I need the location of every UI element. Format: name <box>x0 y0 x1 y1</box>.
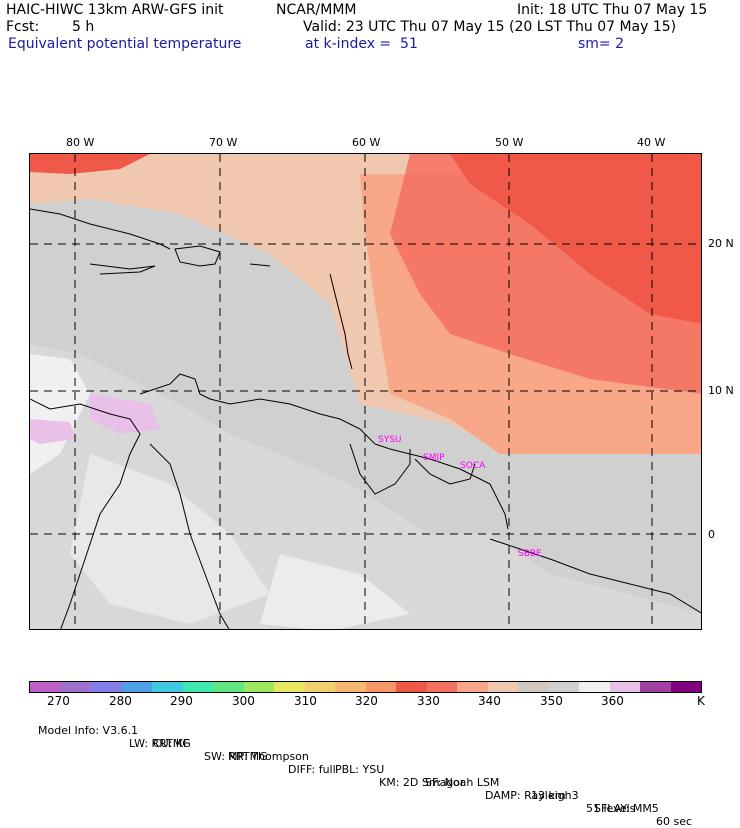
colorbar-label-270: 270 <box>47 694 70 708</box>
colorbar-label-310: 310 <box>294 694 317 708</box>
fcst-value: 5 h <box>72 19 95 35</box>
timestep: 60 sec <box>656 815 693 828</box>
org-label: NCAR/MMM <box>276 2 357 18</box>
colorbar-label-290: 290 <box>170 694 193 708</box>
colorbar-swatch <box>487 682 518 692</box>
model-title: HAIC-HIWC 13km ARW-GFS init <box>6 2 224 18</box>
colorbar-label-350: 350 <box>540 694 563 708</box>
colorbar-swatch <box>457 682 488 692</box>
colorbar-swatch <box>152 682 183 692</box>
lon-label-80w: 80 W <box>66 136 95 149</box>
colorbar-label-300: 300 <box>232 694 255 708</box>
fcst-label: Fcst: <box>6 19 40 35</box>
colorbar-swatch <box>182 682 213 692</box>
field-band-330 <box>450 154 701 324</box>
colorbar-swatch <box>121 682 152 692</box>
lw-scheme: LW: RRTMG <box>129 737 191 750</box>
lat-label-10n: 10 N <box>708 384 734 397</box>
station-smjp: SMJP <box>423 453 445 463</box>
colorbar-swatch <box>579 682 610 692</box>
colorbar-swatch <box>518 682 549 692</box>
colorbar <box>29 681 702 693</box>
lon-label-40w: 40 W <box>637 136 666 149</box>
colorbar-label-340: 340 <box>478 694 501 708</box>
colorbar-swatch <box>670 682 701 692</box>
colorbar-swatch <box>243 682 274 692</box>
lon-label-50w: 50 W <box>495 136 524 149</box>
valid-time: Valid: 23 UTC Thu 07 May 15 (20 LST Thu … <box>303 19 677 35</box>
station-soca: SOCA <box>460 461 486 471</box>
smoothing-label: sm= 2 <box>578 36 625 52</box>
station-labels: SYSU SMJP SOCA SBBE <box>378 435 542 559</box>
sw-scheme: SW: RRTMG <box>204 750 268 763</box>
colorbar-swatch <box>426 682 457 692</box>
colorbar-label-360: 360 <box>601 694 624 708</box>
colorbar-swatch <box>548 682 579 692</box>
colorbar-swatch <box>365 682 396 692</box>
graticule <box>30 154 701 629</box>
colorbar-swatch <box>30 682 61 692</box>
lat-label-20n: 20 N <box>708 237 734 250</box>
colorbar-swatch <box>396 682 427 692</box>
station-sysu: SYSU <box>378 435 402 445</box>
colorbar-swatch <box>213 682 244 692</box>
colorbar-swatch <box>274 682 305 692</box>
colorbar-swatch <box>335 682 366 692</box>
field-band-330-west <box>30 154 150 174</box>
colorbar-swatch <box>304 682 335 692</box>
colorbar-label-330: 330 <box>417 694 440 708</box>
colorbar-swatch <box>91 682 122 692</box>
field-lilac-patch <box>90 394 160 434</box>
km-scheme: KM: 2D Smagor <box>379 776 465 789</box>
coastlines <box>30 208 701 629</box>
colorbar-swatch <box>609 682 640 692</box>
init-time: Init: 18 UTC Thu 07 May 15 <box>517 2 708 18</box>
lon-label-70w: 70 W <box>209 136 238 149</box>
diff-scheme: DIFF: full <box>288 763 336 776</box>
colorbar-swatch <box>640 682 671 692</box>
station-sbbe: SBBE <box>518 549 542 559</box>
lon-label-60w: 60 W <box>352 136 381 149</box>
field-lilac-west <box>30 419 75 444</box>
colorbar-label-280: 280 <box>109 694 132 708</box>
theta-e-map: SYSU SMJP SOCA SBBE <box>29 153 702 630</box>
map-canvas: SYSU SMJP SOCA SBBE <box>30 154 701 629</box>
damp-scheme: DAMP: Rayleigh3 <box>485 789 579 802</box>
colorbar-swatch <box>60 682 91 692</box>
colorbar-unit: K <box>697 694 705 708</box>
field-interior-light <box>260 554 410 629</box>
footer-line2: LW: RRTMG SW: RRTMG DIFF: full KM: 2D Sm… <box>122 724 659 815</box>
colorbar-label-320: 320 <box>355 694 378 708</box>
pbl-scheme: PBL: YSU <box>335 763 385 776</box>
level-label: at k-index = 51 <box>305 36 418 52</box>
model-version: Model Info: V3.6.1 <box>38 724 139 737</box>
lat-label-0: 0 <box>708 528 715 541</box>
field-name: Equivalent potential temperature <box>8 36 242 52</box>
sflay-scheme: SFLAY: MM5 <box>594 802 659 815</box>
